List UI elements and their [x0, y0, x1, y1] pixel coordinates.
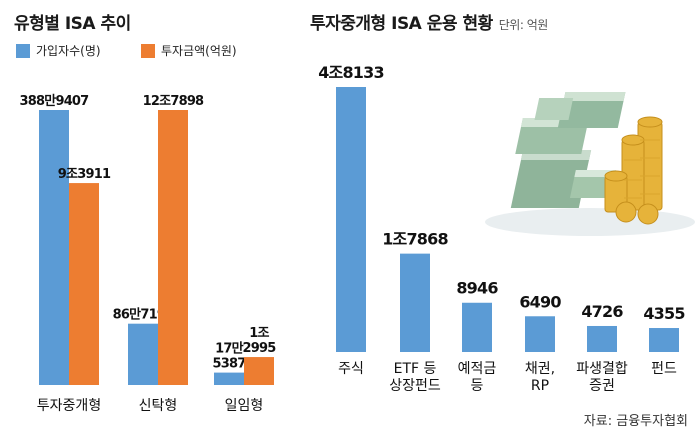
- bar-subscribers-2: [214, 372, 244, 385]
- bar-investment-2: [244, 357, 274, 385]
- right-chart-title: 투자중개형 ISA 운용 현황 단위: 억원: [310, 9, 548, 34]
- category-label-right-2: 예적금 등: [458, 361, 497, 394]
- bar-subscribers-1: [128, 323, 158, 385]
- bar-investment-0: [69, 183, 99, 385]
- bar-portfolio-4: [587, 325, 617, 352]
- value-label-portfolio-1: 1조7868: [382, 230, 448, 249]
- value-label-portfolio-2: 8946: [456, 279, 498, 298]
- value-label-investment-2: 1조 2995: [243, 326, 277, 356]
- value-label-portfolio-0: 4조8133: [318, 63, 384, 82]
- legend-label-investment: 투자금액(억원): [161, 44, 237, 58]
- money-illustration: [485, 92, 695, 236]
- value-label-investment-1: 12조7898: [143, 94, 204, 109]
- value-label-investment-0: 9조3911: [58, 167, 111, 182]
- category-label-left-1: 신탁형: [139, 398, 178, 414]
- legend-subscribers: 가입자수(명): [16, 42, 101, 59]
- category-label-right-1: ETF 등 상장펀드: [389, 361, 441, 394]
- value-label-portfolio-3: 6490: [519, 292, 561, 311]
- legend-swatch-investment: [141, 43, 155, 58]
- category-label-left-0: 투자중개형: [37, 398, 101, 414]
- value-label-portfolio-5: 4355: [643, 304, 685, 323]
- bar-investment-1: [158, 110, 188, 385]
- value-label-portfolio-4: 4726: [581, 302, 623, 321]
- bar-portfolio-3: [525, 316, 555, 352]
- category-label-right-5: 펀드: [651, 361, 677, 377]
- source-note: 자료: 금융투자협회: [583, 414, 688, 429]
- unit-label: 단위: 억원: [498, 18, 549, 32]
- value-label-subscribers-0: 388만9407: [20, 93, 90, 109]
- right-chart-title-text: 투자중개형 ISA 운용 현황: [310, 14, 493, 34]
- left-chart-title: 유형별 ISA 추이: [14, 14, 131, 34]
- category-label-right-3: 채권, RP: [525, 361, 555, 394]
- category-label-left-2: 일임형: [225, 398, 264, 414]
- bar-portfolio-1: [400, 253, 430, 352]
- category-label-right-0: 주식: [338, 361, 364, 377]
- bar-portfolio-2: [462, 302, 492, 352]
- legend-investment: 투자금액(억원): [141, 42, 237, 59]
- category-label-right-4: 파생결합 증권: [576, 361, 628, 394]
- bar-portfolio-0: [336, 87, 366, 352]
- legend-label-subscribers: 가입자수(명): [36, 44, 101, 58]
- value-label-subscribers-2: 17만 5387: [213, 341, 247, 372]
- bar-subscribers-0: [39, 110, 69, 385]
- legend-swatch-subscribers: [16, 43, 30, 58]
- bar-portfolio-5: [649, 328, 679, 352]
